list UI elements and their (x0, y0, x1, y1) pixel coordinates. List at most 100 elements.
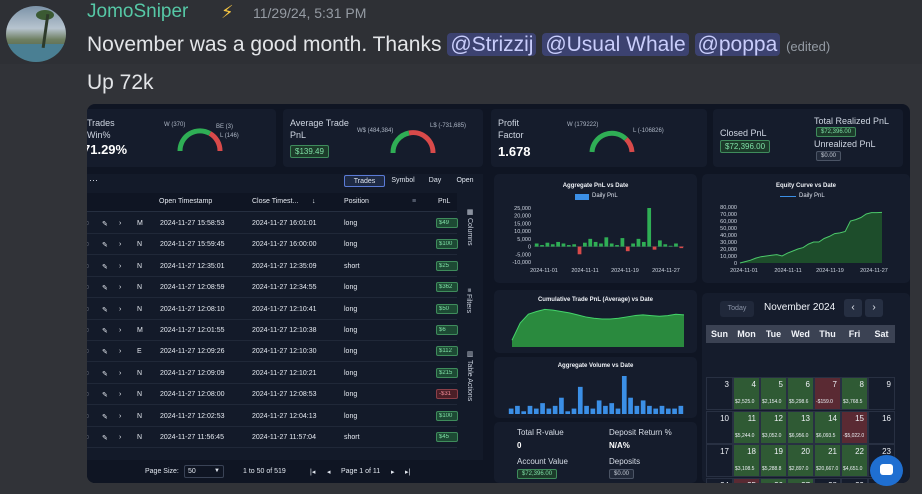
pnl-bar[interactable] (663, 244, 668, 247)
expand-icon[interactable]: › (119, 434, 122, 441)
tab-open[interactable]: Open (456, 177, 474, 184)
expand-icon[interactable]: › (119, 369, 122, 377)
calendar-day-cell[interactable]: 6 $5,298.6 (787, 377, 814, 410)
calendar-prev-icon[interactable]: ‹ (844, 299, 862, 317)
prev-page-icon[interactable]: ◂ (327, 469, 331, 476)
volume-bar[interactable] (565, 411, 571, 414)
attachment-image[interactable]: Trades Win% 71.29% W (370) BE (3) L (146… (87, 104, 910, 483)
table-row[interactable]: ◌ ✎ › N 2024-11-27 11:56:45 2024-11-27 11:57:… (87, 427, 458, 448)
expand-icon[interactable]: › (119, 241, 122, 249)
pnl-bar[interactable] (668, 245, 673, 247)
table-row[interactable]: ◌ ✎ › E 2024-11-27 12:09:26 2024-11-27 12:10:… (87, 341, 458, 363)
tab-trades[interactable]: Trades (344, 175, 385, 187)
pnl-bar[interactable] (625, 246, 630, 252)
calendar-day-cell[interactable]: 16 (868, 411, 895, 444)
edit-icon[interactable]: ✎ (102, 370, 108, 378)
expand-icon[interactable]: › (119, 284, 122, 292)
edit-icon[interactable]: ✎ (102, 349, 108, 357)
edit-icon[interactable]: ✎ (102, 413, 108, 421)
expand-icon[interactable]: › (119, 412, 122, 420)
volume-bar[interactable] (596, 400, 602, 414)
expand-icon[interactable]: › (119, 220, 122, 227)
pnl-bar[interactable] (588, 238, 593, 247)
pnl-bar[interactable] (674, 243, 678, 247)
pnl-bar[interactable] (679, 246, 684, 249)
last-page-icon[interactable]: ▸| (405, 469, 411, 476)
volume-bar[interactable] (603, 405, 608, 414)
page-size-select[interactable]: 50 ▼ (184, 465, 224, 478)
calendar-day-cell[interactable]: 12 $3,052.0 (760, 411, 787, 444)
calendar-day-cell[interactable]: 20 $2,897.0 (787, 444, 814, 477)
chart-equity-curve[interactable]: Equity Curve vs Date Daily PnL 80,000 70,… (702, 174, 910, 283)
pnl-bar[interactable] (561, 243, 566, 247)
volume-bar[interactable] (571, 408, 577, 414)
calendar-day-cell[interactable]: 11 $5,244.0 (733, 411, 760, 444)
edit-icon[interactable]: ✎ (102, 221, 108, 228)
volume-bar[interactable] (508, 408, 514, 414)
row-toggle-icon[interactable]: ◌ (87, 391, 90, 399)
volume-bar[interactable] (678, 405, 684, 414)
chart-aggregate-volume[interactable]: Aggregate Volume vs Date (494, 357, 697, 418)
mention-poppa[interactable]: @poppa (694, 33, 781, 56)
calendar-day-cell[interactable]: 10 (706, 411, 733, 444)
pnl-bar[interactable] (631, 243, 635, 247)
pnl-bar[interactable] (604, 237, 609, 247)
expand-icon[interactable]: › (119, 348, 122, 356)
row-toggle-icon[interactable]: ◌ (87, 434, 90, 441)
table-row[interactable]: ◌ ✎ › M 2024-11-27 15:58:53 2024-11-27 16:01:… (87, 213, 458, 234)
table-row[interactable]: ◌ ✎ › M 2024-11-27 12:01:55 2024-11-27 12:10:… (87, 320, 458, 341)
chart-cumulative-trade-pnl[interactable]: Cumulative Trade PnL (Average) vs Date (494, 290, 697, 353)
username[interactable]: JomoSniper (87, 1, 189, 22)
edit-icon[interactable]: ✎ (102, 263, 108, 271)
volume-bar[interactable] (653, 408, 659, 414)
pnl-bar[interactable] (636, 238, 641, 247)
pnl-bar[interactable] (615, 245, 619, 247)
volume-bar[interactable] (647, 405, 652, 414)
calendar-day-cell[interactable]: 5 $2,154.0 (760, 377, 787, 410)
side-tab-filters[interactable]: ≡ Filters (465, 288, 472, 314)
col-close-timestamp[interactable]: Close Timest... (252, 198, 299, 205)
pnl-bar[interactable] (641, 241, 646, 247)
volume-bar[interactable] (634, 405, 640, 414)
table-row[interactable]: ◌ ✎ › N 2024-11-27 12:08:10 2024-11-27 12:10:… (87, 299, 458, 320)
pnl-bar[interactable] (620, 238, 625, 247)
pnl-bar[interactable] (545, 242, 550, 247)
calendar-day-cell[interactable]: 15 -$5,022.0 (841, 411, 868, 444)
row-toggle-icon[interactable]: ◌ (87, 220, 90, 227)
volume-bar[interactable] (672, 408, 677, 414)
volume-bar[interactable] (621, 376, 627, 414)
pnl-bar[interactable] (583, 242, 587, 247)
table-row[interactable]: ◌ ✎ › N 2024-11-27 15:59:45 2024-11-27 16:00:… (87, 234, 458, 256)
volume-bar[interactable] (659, 405, 665, 414)
calendar-day-cell[interactable]: 26$3,281.5 (760, 478, 787, 483)
col-position[interactable]: Position (344, 198, 369, 205)
table-row[interactable]: ◌ ✎ › N 2024-11-27 12:09:09 2024-11-27 12:10:… (87, 363, 458, 384)
expand-icon[interactable]: › (119, 327, 122, 334)
expand-icon[interactable]: › (119, 305, 122, 313)
row-toggle-icon[interactable]: ◌ (87, 348, 90, 356)
today-button[interactable]: Today (720, 301, 754, 317)
tab-symbol[interactable]: Symbol (391, 177, 415, 184)
edit-icon[interactable]: ✎ (102, 392, 108, 400)
calendar-day-cell[interactable]: 13 $6,956.0 (787, 411, 814, 444)
volume-bar[interactable] (628, 397, 633, 414)
row-toggle-icon[interactable]: ◌ (87, 284, 90, 292)
volume-bar[interactable] (584, 405, 589, 414)
first-page-icon[interactable]: |◂ (310, 469, 316, 476)
cumulative-line[interactable] (511, 308, 685, 341)
calendar-day-cell[interactable]: 27$1,516.0 (787, 478, 814, 483)
volume-bar[interactable] (665, 408, 671, 414)
row-toggle-icon[interactable]: ◌ (87, 241, 90, 249)
edit-icon[interactable]: ✎ (102, 306, 108, 314)
calendar-day-cell[interactable]: 24 (706, 478, 733, 483)
calendar-day-cell[interactable]: 8 $3,768.5 (841, 377, 868, 410)
calendar-day-cell[interactable]: 28 (814, 478, 841, 483)
row-toggle-icon[interactable]: ◌ (87, 369, 90, 377)
expand-icon[interactable]: › (119, 262, 122, 270)
table-row[interactable]: ◌ ✎ › N 2024-11-27 12:02:53 2024-11-27 12:04:… (87, 406, 458, 427)
row-toggle-icon[interactable]: ◌ (87, 262, 90, 270)
calendar-day-cell[interactable]: 7 -$159.0 (814, 377, 841, 410)
volume-bar[interactable] (515, 405, 520, 414)
more-icon[interactable]: ⋯ (89, 175, 98, 185)
edit-icon[interactable]: ✎ (102, 328, 108, 335)
